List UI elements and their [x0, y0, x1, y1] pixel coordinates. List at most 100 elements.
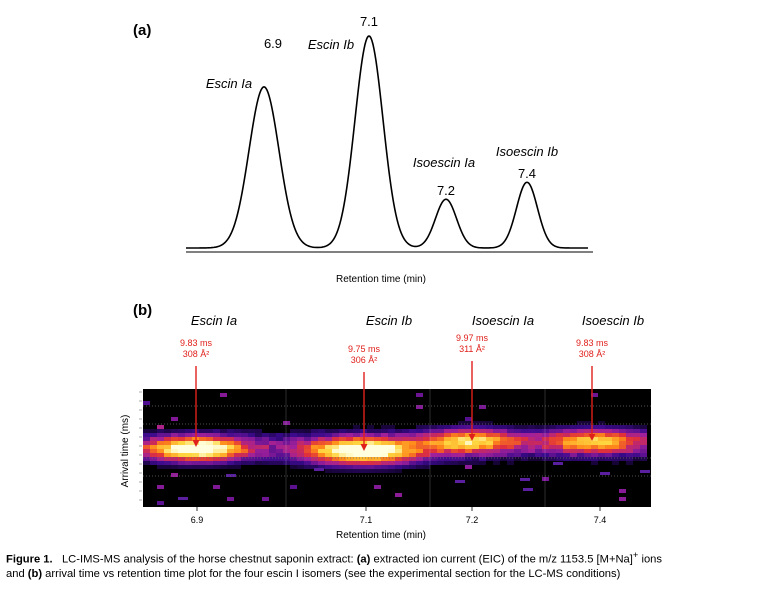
heatmap-cell: [458, 429, 465, 433]
heatmap-cell: [234, 445, 241, 449]
heatmap-cell: [542, 457, 549, 461]
heatmap-cell: [234, 461, 241, 465]
heatmap-cell: [507, 453, 514, 457]
heatmap-cell: [374, 449, 381, 453]
heatmap-cell: [493, 445, 500, 449]
heatmap-cell: [192, 453, 199, 457]
heatmap-cell: [465, 425, 472, 429]
heatmap-cell: [430, 445, 437, 449]
heatmap-cell: [157, 453, 164, 457]
heatmap-cell: [226, 474, 236, 477]
heatmap-cell: [570, 429, 577, 433]
heatmap-cell: [570, 433, 577, 437]
heatmap-cell: [437, 437, 444, 441]
heatmap-cell: [157, 441, 164, 445]
heatmap-cell: [640, 457, 647, 461]
heatmap-cell: [157, 501, 164, 505]
heatmap-cell: [577, 433, 584, 437]
heatmap-cell: [437, 453, 444, 457]
heatmap-cell: [619, 445, 626, 449]
heatmap-cell: [199, 461, 206, 465]
heatmap-cell: [143, 449, 150, 453]
heatmap-cell: [640, 429, 647, 433]
heatmap-cell: [248, 441, 255, 445]
heatmap-cell: [255, 429, 262, 433]
heatmap-cell: [409, 445, 416, 449]
heatmap-cell: [423, 445, 430, 449]
heatmap-cell: [444, 433, 451, 437]
heatmap-cell: [353, 469, 360, 473]
heatmap-cell: [304, 445, 311, 449]
heatmap-cell: [479, 457, 486, 461]
heatmap-cell: [325, 457, 332, 461]
heatmap-cell: [612, 425, 619, 429]
heatmap-cell: [493, 461, 500, 465]
heatmap-cell: [605, 453, 612, 457]
heatmap-cell: [493, 429, 500, 433]
ccs-label: 306 Å²: [351, 355, 378, 365]
heatmap-cell: [458, 457, 465, 461]
heatmap-cell: [227, 445, 234, 449]
heatmap-cell: [465, 417, 472, 421]
heatmap-cell: [507, 441, 514, 445]
x-axis-title-b: Retention time (min): [336, 530, 426, 541]
x-tick-label: 7.1: [360, 515, 373, 525]
heatmap-cell: [563, 441, 570, 445]
heatmap-cell: [332, 449, 339, 453]
caption-sup: +: [632, 550, 639, 560]
heatmap-cell: [143, 441, 150, 445]
heatmap-cell: [248, 449, 255, 453]
heatmap-cell: [451, 453, 458, 457]
heatmap-cell: [388, 433, 395, 437]
heatmap-cell: [395, 469, 402, 473]
heatmap-cell: [563, 429, 570, 433]
heatmap-cell: [164, 433, 171, 437]
heatmap-cell: [360, 453, 367, 457]
heatmap-cell: [444, 457, 451, 461]
heatmap-cell: [633, 453, 640, 457]
heatmap-cell: [507, 437, 514, 441]
heatmap-cell: [584, 457, 591, 461]
heatmap-cell: [598, 421, 605, 425]
heatmap-cell: [206, 433, 213, 437]
heatmap-cell: [311, 453, 318, 457]
heatmap-cell: [150, 449, 157, 453]
heatmap-cell: [269, 441, 276, 445]
heatmap-cell: [444, 449, 451, 453]
heatmap-cell: [220, 445, 227, 449]
heatmap-cell: [423, 461, 430, 465]
heatmap-cell: [325, 445, 332, 449]
heatmap-cell: [374, 433, 381, 437]
heatmap-cell: [626, 433, 633, 437]
heatmap-cell: [332, 465, 339, 469]
heatmap-cell: [346, 449, 353, 453]
heatmap-cell: [381, 457, 388, 461]
heatmap-cell: [416, 393, 423, 397]
heatmap-cell: [556, 437, 563, 441]
heatmap-cell: [157, 437, 164, 441]
heatmap-cells: [143, 393, 650, 505]
heatmap-cell: [297, 437, 304, 441]
heatmap-cell: [304, 429, 311, 433]
heatmap-cell: [549, 433, 556, 437]
heatmap-cell: [514, 437, 521, 441]
heatmap-cell: [276, 453, 283, 457]
heatmap-cell: [353, 425, 360, 429]
heatmap-cell: [255, 453, 262, 457]
heatmap-cell: [423, 441, 430, 445]
heatmap-cell: [311, 465, 318, 469]
heatmap-cell: [374, 453, 381, 457]
heatmap-cell: [381, 429, 388, 433]
heatmap-cell: [458, 437, 465, 441]
heatmap-cell: [570, 449, 577, 453]
heatmap-cell: [367, 465, 374, 469]
heatmap-cell: [150, 457, 157, 461]
heatmap-cell: [626, 453, 633, 457]
heatmap-cell: [346, 461, 353, 465]
heatmap-cell: [367, 469, 374, 473]
heatmap-cell: [570, 437, 577, 441]
heatmap-cell: [171, 461, 178, 465]
heatmap-cell: [479, 449, 486, 453]
heatmap-cell: [605, 449, 612, 453]
heatmap-cell: [178, 437, 185, 441]
